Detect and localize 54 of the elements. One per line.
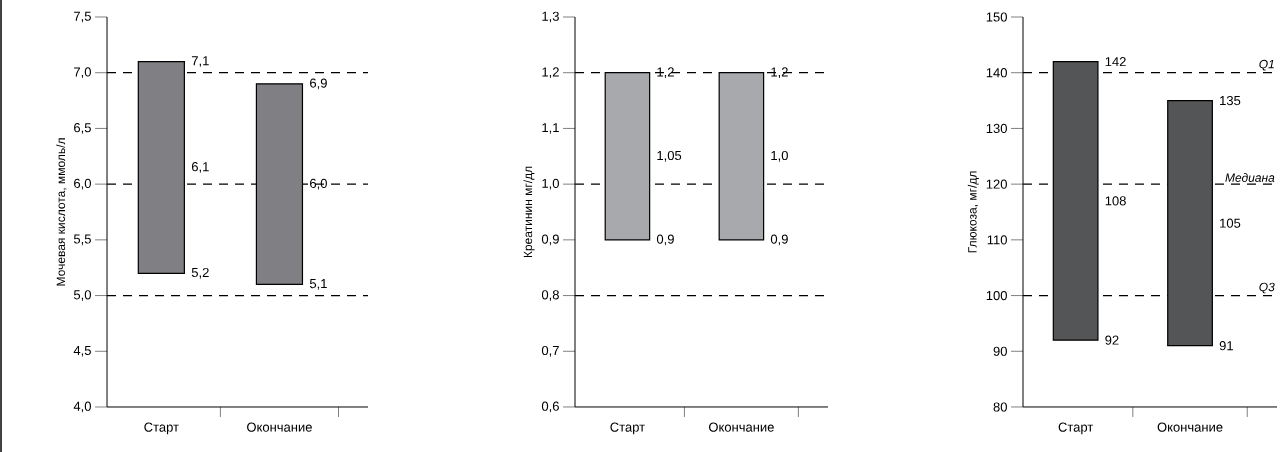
y-tick-label: 140 (986, 68, 1007, 78)
annotation: 7,1 (191, 56, 209, 67)
y-tick-label: 4,0 (73, 401, 91, 413)
y-tick-label: 1,2 (542, 67, 559, 79)
annotation: 1,2 (657, 67, 674, 79)
y-axis-title: Мочевая кислота, ммоль/л (56, 138, 67, 286)
annotation: 0,9 (770, 234, 788, 246)
y-tick-label: 150 (986, 12, 1007, 22)
y-tick-label: 0,9 (541, 234, 559, 246)
annotation: 6,0 (310, 178, 327, 190)
y-tick-label: 1,0 (542, 178, 559, 190)
annotation: 5,1 (309, 279, 327, 290)
y-tick-label: 120 (986, 179, 1007, 189)
x-tick-label: Старт (144, 422, 179, 435)
x-tick-label: Старт (610, 422, 645, 435)
y-tick-label: 90 (993, 346, 1007, 356)
y-tick-label: 0,8 (541, 290, 559, 301)
annotation: 6,9 (310, 78, 327, 90)
ref-line-label: Медиана (1225, 173, 1275, 182)
annotation: 142 (1105, 57, 1126, 67)
x-tick-label: Окончание (247, 422, 312, 432)
y-tick-label: 6,0 (74, 178, 91, 190)
y-tick-label: 6,5 (74, 123, 91, 134)
annotation: 6,1 (191, 162, 209, 173)
y-tick-label: 130 (986, 123, 1007, 134)
annotation: 1,2 (771, 67, 788, 79)
y-tick-label: 7,5 (74, 11, 91, 23)
y-tick-label: 5,5 (73, 234, 91, 246)
annotation: 92 (1105, 335, 1119, 345)
annotation: 105 (1220, 218, 1241, 228)
x-tick-label: Старт (1058, 422, 1094, 435)
annotation: 5,2 (191, 267, 209, 279)
y-axis-title: Глюкоза, мг/дл (967, 171, 979, 253)
y-axis-title: Креатинин мг/дл (523, 166, 535, 258)
y-tick-label: 0,6 (541, 401, 559, 413)
y-tick-label: 100 (986, 290, 1007, 301)
annotation: 91 (1219, 341, 1233, 351)
annotation: 135 (1220, 95, 1241, 106)
annotation: 1,0 (771, 150, 788, 162)
annotation: 0,9 (656, 234, 674, 246)
y-tick-label: 80 (993, 402, 1007, 412)
ref-line-label: Q3 (1259, 282, 1275, 294)
y-tick-label: 110 (987, 235, 1007, 245)
annotation: 1,05 (657, 150, 682, 162)
x-tick-label: Окончание (708, 422, 774, 432)
y-tick-label: 7,0 (74, 67, 91, 79)
y-tick-label: 1,3 (542, 11, 559, 23)
y-tick-label: 5,0 (73, 290, 91, 301)
y-tick-label: 0,7 (541, 345, 559, 357)
annotation: 108 (1105, 196, 1126, 206)
ref-line-label: Q1 (1259, 59, 1274, 71)
y-tick-label: 1,1 (542, 123, 559, 134)
y-tick-label: 4,5 (73, 345, 91, 357)
x-tick-label: Окончание (1157, 422, 1223, 432)
